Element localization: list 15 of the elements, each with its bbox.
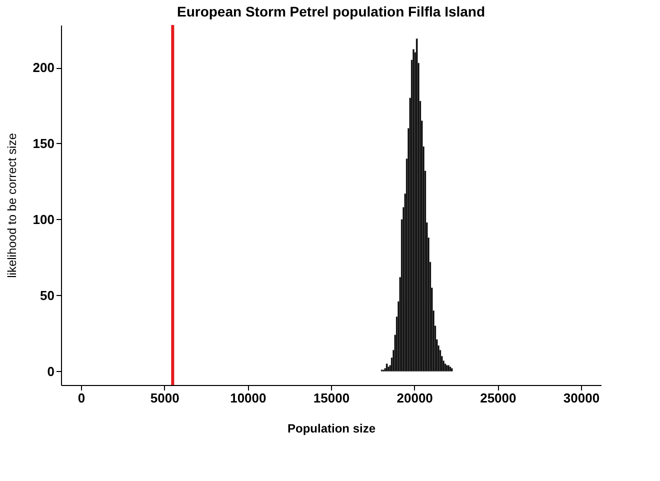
y-tick-label: 100 <box>32 212 54 227</box>
x-tick-label: 20000 <box>396 390 433 406</box>
x-axis-title: Population size <box>287 422 376 436</box>
x-tick-label: 25000 <box>480 390 516 406</box>
y-axis-title: likelihood to be correct size <box>4 132 19 278</box>
y-tick-label: 200 <box>32 60 54 76</box>
x-tick-label: 30000 <box>563 390 600 406</box>
x-tick-label: 10000 <box>230 390 266 406</box>
x-tick-label: 0 <box>78 390 86 406</box>
x-tick-label: 5000 <box>150 390 180 406</box>
y-tick-label: 50 <box>40 288 54 303</box>
x-tick-label: 15000 <box>313 390 350 406</box>
y-tick-label: 0 <box>47 364 54 379</box>
chart-title: European Storm Petrel population Filfla Island <box>176 4 486 20</box>
y-tick-label: 150 <box>32 136 54 151</box>
